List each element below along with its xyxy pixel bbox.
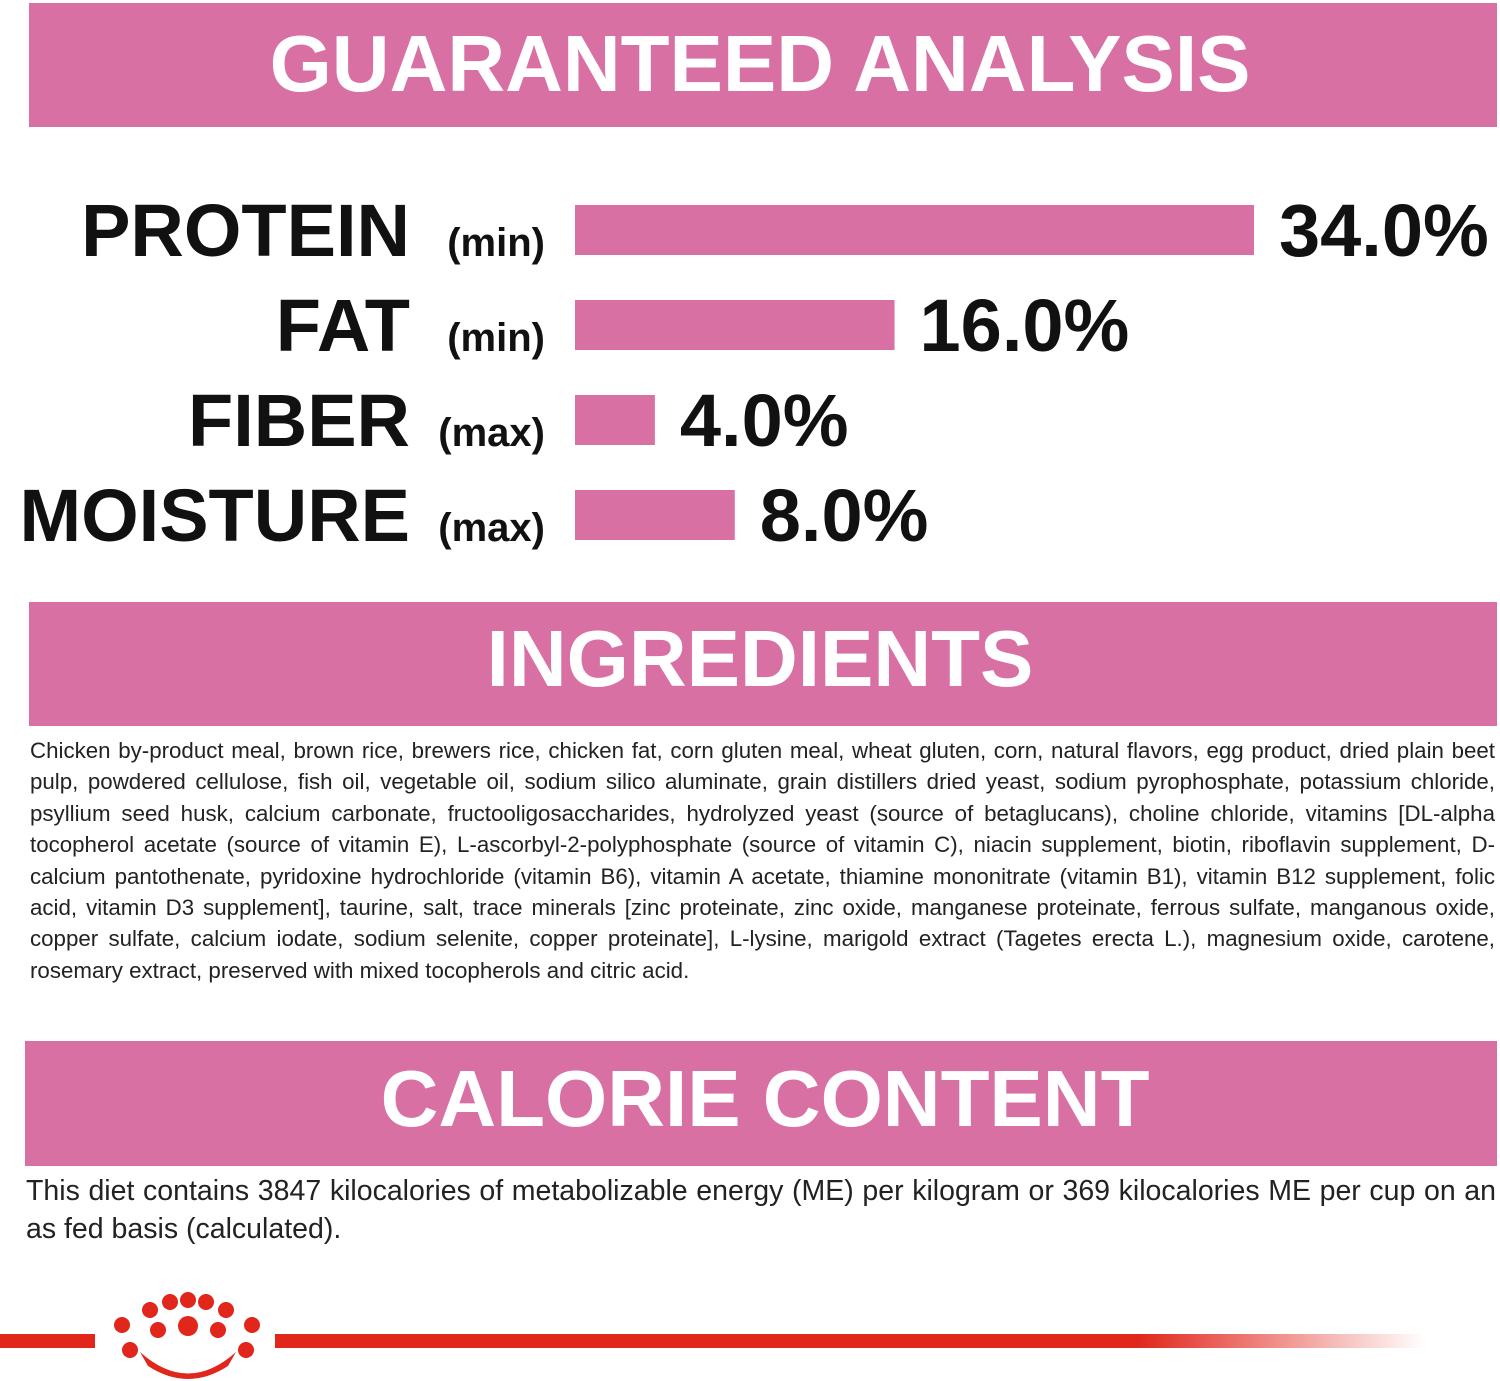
category-label: PROTEIN: [81, 189, 410, 272]
header-band: [29, 602, 1497, 726]
bar: [575, 205, 1254, 255]
bar: [575, 490, 735, 540]
category-label: MOISTURE: [19, 474, 410, 557]
category-label: FAT: [276, 284, 410, 367]
header-band: [29, 3, 1497, 127]
header-band: [25, 1041, 1497, 1166]
value-label: 16.0%: [920, 284, 1130, 367]
crown: [114, 1292, 260, 1379]
section-title: GUARANTEED ANALYSIS: [270, 19, 1251, 108]
qualifier-label: (max): [438, 506, 545, 550]
footer-line: [275, 1334, 1425, 1348]
section-title: INGREDIENTS: [487, 614, 1034, 703]
qualifier-label: (max): [438, 411, 545, 455]
calorie-text: This diet contains 3847 kilocalories of …: [26, 1175, 1496, 1245]
ingredients-text: Chicken by-product meal, brown rice, bre…: [30, 738, 1495, 983]
value-label: 4.0%: [680, 379, 849, 462]
qualifier-label: (min): [447, 316, 545, 360]
value-label: 34.0%: [1279, 189, 1489, 272]
logo: [0, 1292, 1425, 1379]
chart: PROTEIN (min) 34.0% FAT (min) 16.0% FIBER (max)…: [19, 189, 1488, 557]
bar: [575, 395, 655, 445]
category-label: FIBER: [188, 379, 410, 462]
section-title: CALORIE CONTENT: [381, 1054, 1150, 1143]
value-label: 8.0%: [760, 474, 929, 557]
footer-line: [0, 1334, 95, 1348]
qualifier-label: (min): [447, 221, 545, 265]
bar: [575, 300, 895, 350]
